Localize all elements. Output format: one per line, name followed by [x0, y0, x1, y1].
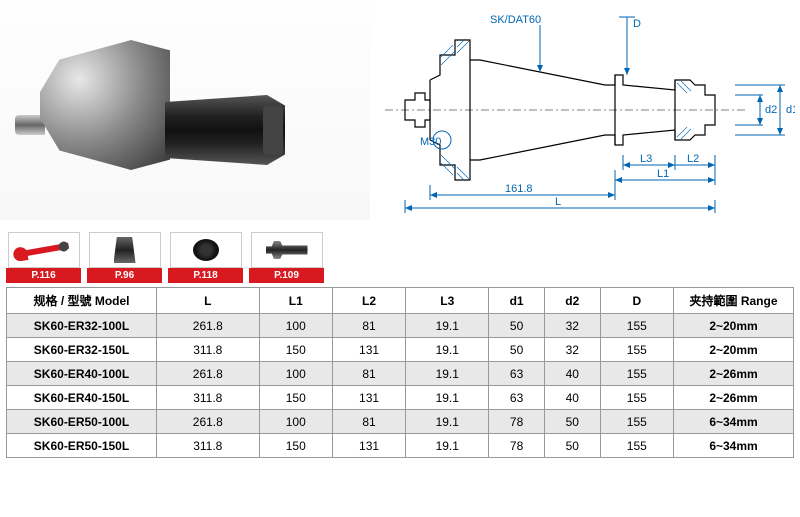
cell-d2: 50: [544, 410, 600, 434]
cell-L3: 19.1: [406, 410, 489, 434]
cell-d1: 63: [489, 362, 545, 386]
cell-range: 2~20mm: [674, 314, 794, 338]
table-row: SK60-ER50-150L311.815013119.178501556~34…: [7, 434, 794, 458]
cell-d2: 40: [544, 362, 600, 386]
cell-L1: 100: [259, 362, 332, 386]
diagram-label-L: L: [555, 196, 561, 208]
cell-d1: 50: [489, 314, 545, 338]
collet-icon: [114, 237, 136, 263]
table-row: SK60-ER32-150L311.815013119.150321552~20…: [7, 338, 794, 362]
cell-D: 155: [600, 410, 673, 434]
cell-d1: 78: [489, 434, 545, 458]
diagram-base-length: 161.8: [505, 183, 533, 195]
cell-model: SK60-ER40-100L: [7, 362, 157, 386]
accessory-page-ref: P.116: [6, 268, 81, 283]
accessory-nut: P.118: [168, 232, 243, 283]
cell-L1: 100: [259, 410, 332, 434]
cell-L: 311.8: [157, 386, 260, 410]
cell-L1: 150: [259, 338, 332, 362]
cell-model: SK60-ER50-150L: [7, 434, 157, 458]
cell-L2: 81: [332, 410, 405, 434]
cell-L2: 81: [332, 314, 405, 338]
cell-model: SK60-ER32-150L: [7, 338, 157, 362]
cell-L: 261.8: [157, 314, 260, 338]
cell-L: 311.8: [157, 338, 260, 362]
accessory-page-ref: P.96: [87, 268, 162, 283]
cell-d1: 63: [489, 386, 545, 410]
header-D: D: [600, 288, 673, 314]
cell-L1: 100: [259, 314, 332, 338]
diagram-label-d2: d2: [765, 104, 777, 116]
cell-L2: 81: [332, 362, 405, 386]
cell-d1: 50: [489, 338, 545, 362]
cell-model: SK60-ER32-100L: [7, 314, 157, 338]
accessory-wrench: P.116: [6, 232, 81, 283]
cell-L3: 19.1: [406, 434, 489, 458]
cell-range: 2~26mm: [674, 362, 794, 386]
diagram-taper-label: SK/DAT60: [490, 14, 541, 26]
cell-L3: 19.1: [406, 362, 489, 386]
cell-D: 155: [600, 362, 673, 386]
cell-d2: 32: [544, 338, 600, 362]
table-row: SK60-ER32-100L261.81008119.150321552~20m…: [7, 314, 794, 338]
diagram-label-L1: L1: [657, 168, 669, 180]
specifications-table: 规格 / 型號 Model L L1 L2 L3 d1 d2 D 夹持範圍 Ra…: [6, 287, 794, 458]
cell-model: SK60-ER40-150L: [7, 386, 157, 410]
cell-L: 311.8: [157, 434, 260, 458]
header-L2: L2: [332, 288, 405, 314]
accessory-collet: P.96: [87, 232, 162, 283]
cell-d2: 32: [544, 314, 600, 338]
header-model: 规格 / 型號 Model: [7, 288, 157, 314]
cell-model: SK60-ER50-100L: [7, 410, 157, 434]
cell-D: 155: [600, 386, 673, 410]
cell-L: 261.8: [157, 362, 260, 386]
cell-d1: 78: [489, 410, 545, 434]
cell-range: 2~26mm: [674, 386, 794, 410]
header-d1: d1: [489, 288, 545, 314]
technical-diagram: SK/DAT60 D M30 d1 d2: [370, 0, 800, 230]
accessories-row: P.116 P.96 P.118 P.109: [0, 232, 800, 283]
diagram-label-d1: d1: [786, 104, 795, 116]
table-row: SK60-ER40-150L311.815013119.163401552~26…: [7, 386, 794, 410]
cell-range: 6~34mm: [674, 410, 794, 434]
accessory-page-ref: P.109: [249, 268, 324, 283]
table-header-row: 规格 / 型號 Model L L1 L2 L3 d1 d2 D 夹持範圍 Ra…: [7, 288, 794, 314]
cell-L2: 131: [332, 386, 405, 410]
cell-L2: 131: [332, 434, 405, 458]
cell-D: 155: [600, 338, 673, 362]
nut-icon: [193, 239, 219, 261]
table-row: SK60-ER40-100L261.81008119.163401552~26m…: [7, 362, 794, 386]
product-photo: [0, 0, 370, 220]
cell-D: 155: [600, 314, 673, 338]
header-L: L: [157, 288, 260, 314]
cell-L3: 19.1: [406, 338, 489, 362]
header-range: 夹持範圍 Range: [674, 288, 794, 314]
table-row: SK60-ER50-100L261.81008119.178501556~34m…: [7, 410, 794, 434]
cell-L3: 19.1: [406, 314, 489, 338]
cell-L2: 131: [332, 338, 405, 362]
cell-range: 2~20mm: [674, 338, 794, 362]
accessory-page-ref: P.118: [168, 268, 243, 283]
diagram-label-L2: L2: [687, 153, 699, 165]
cell-L: 261.8: [157, 410, 260, 434]
header-L1: L1: [259, 288, 332, 314]
diagram-label-D: D: [633, 18, 641, 30]
cell-D: 155: [600, 434, 673, 458]
wrench-icon: [18, 243, 68, 258]
diagram-thread-label: M30: [420, 136, 441, 148]
accessory-pull-stud: P.109: [249, 232, 324, 283]
cell-L1: 150: [259, 434, 332, 458]
cell-range: 6~34mm: [674, 434, 794, 458]
cell-d2: 50: [544, 434, 600, 458]
cell-L1: 150: [259, 386, 332, 410]
cell-d2: 40: [544, 386, 600, 410]
header-L3: L3: [406, 288, 489, 314]
cell-L3: 19.1: [406, 386, 489, 410]
diagram-label-L3: L3: [640, 153, 652, 165]
pull-stud-icon: [266, 241, 308, 259]
header-d2: d2: [544, 288, 600, 314]
